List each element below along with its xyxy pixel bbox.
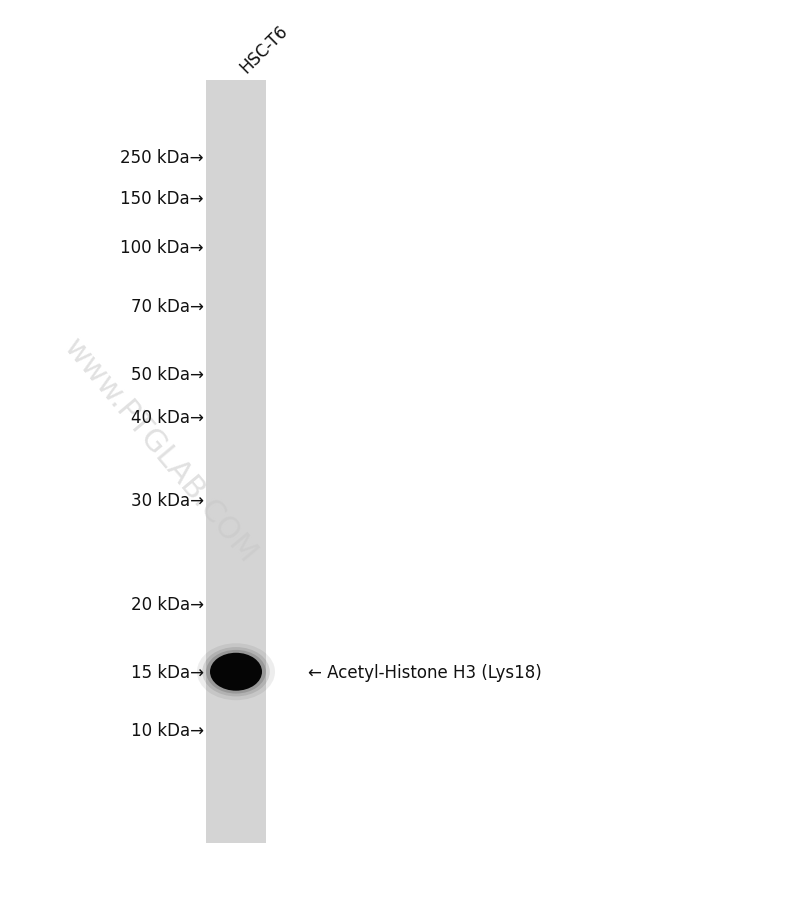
Bar [238, 81, 240, 843]
Bar [228, 81, 230, 843]
Bar [264, 81, 266, 843]
Text: 150 kDa→: 150 kDa→ [121, 189, 204, 207]
Text: 15 kDa→: 15 kDa→ [131, 663, 204, 681]
Bar [224, 81, 226, 843]
Bar [236, 81, 238, 843]
Bar [248, 81, 250, 843]
Bar [258, 81, 260, 843]
Text: ← Acetyl-Histone H3 (Lys18): ← Acetyl-Histone H3 (Lys18) [308, 663, 542, 681]
Text: 250 kDa→: 250 kDa→ [121, 149, 204, 167]
Bar [244, 81, 246, 843]
Text: 50 kDa→: 50 kDa→ [131, 365, 204, 383]
Bar [234, 81, 236, 843]
Ellipse shape [206, 650, 266, 694]
Text: 20 kDa→: 20 kDa→ [131, 595, 204, 613]
Bar [206, 81, 266, 843]
Bar [214, 81, 216, 843]
Ellipse shape [197, 644, 275, 700]
Text: 100 kDa→: 100 kDa→ [121, 239, 204, 257]
Bar [218, 81, 220, 843]
Ellipse shape [202, 648, 270, 696]
Bar [240, 81, 242, 843]
Text: www.PTGLAB.COM: www.PTGLAB.COM [58, 334, 262, 568]
Bar [226, 81, 228, 843]
Bar [222, 81, 224, 843]
Bar [216, 81, 218, 843]
Ellipse shape [210, 653, 262, 691]
Bar [250, 81, 252, 843]
Bar [246, 81, 248, 843]
Bar [256, 81, 258, 843]
Text: HSC-T6: HSC-T6 [236, 22, 291, 77]
Bar [230, 81, 232, 843]
Text: 10 kDa→: 10 kDa→ [131, 722, 204, 740]
Bar [252, 81, 254, 843]
Bar [206, 81, 208, 843]
Bar [254, 81, 256, 843]
Text: 30 kDa→: 30 kDa→ [131, 492, 204, 510]
Bar [208, 81, 210, 843]
Text: 40 kDa→: 40 kDa→ [131, 409, 204, 427]
Text: 70 kDa→: 70 kDa→ [131, 298, 204, 316]
Bar [260, 81, 262, 843]
Bar [262, 81, 264, 843]
Bar [242, 81, 244, 843]
Bar [232, 81, 234, 843]
Bar [220, 81, 222, 843]
Bar [210, 81, 212, 843]
Bar [212, 81, 214, 843]
